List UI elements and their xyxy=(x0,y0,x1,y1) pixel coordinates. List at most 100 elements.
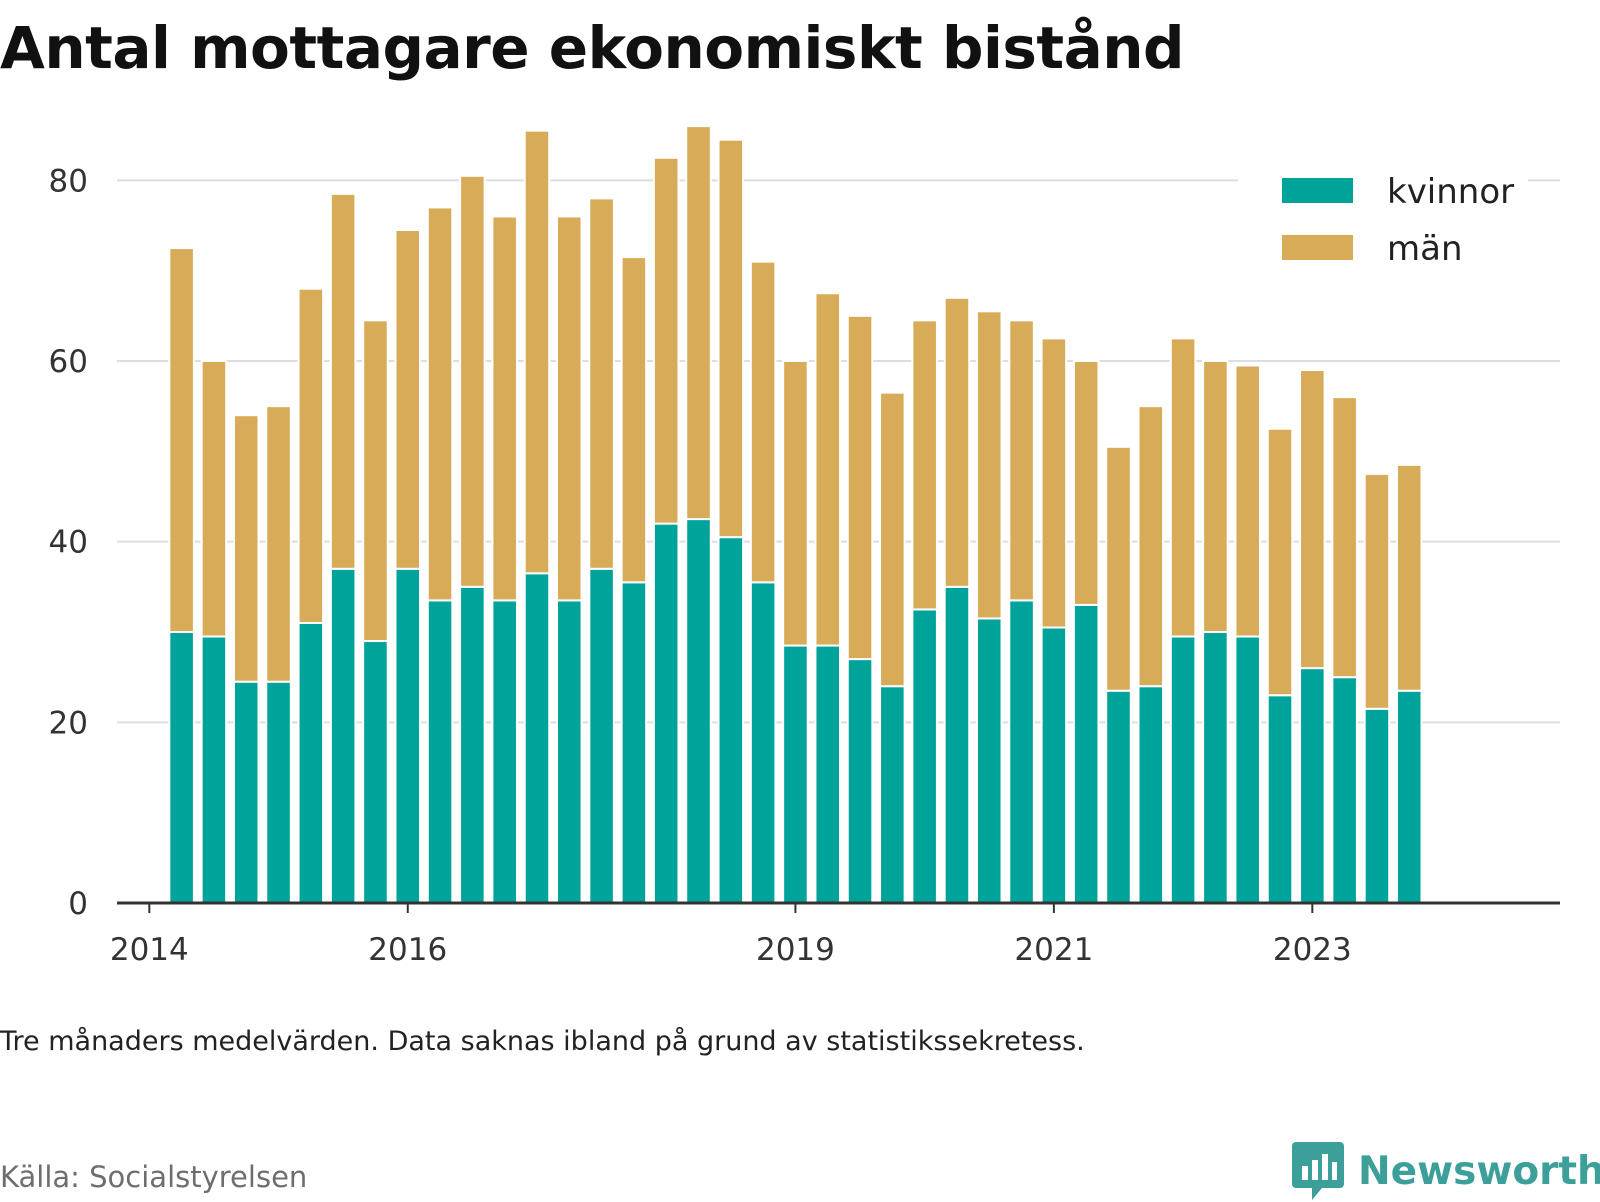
y-tick-label: 40 xyxy=(49,525,88,561)
bar-man xyxy=(1331,396,1358,679)
bar-man xyxy=(1137,405,1165,688)
bar-man xyxy=(685,125,712,521)
bar-man xyxy=(1105,445,1132,692)
bar-man xyxy=(232,414,260,683)
bar-kvinnor xyxy=(1266,694,1294,904)
bar-man xyxy=(200,360,228,638)
bar-kvinnor xyxy=(523,572,551,904)
bar-man xyxy=(1395,463,1423,692)
y-tick-label: 0 xyxy=(68,886,88,922)
bar-kvinnor xyxy=(1008,599,1035,905)
bar-kvinnor xyxy=(1137,685,1165,905)
bar-man xyxy=(265,405,292,683)
bar-man xyxy=(297,287,325,624)
bar-kvinnor xyxy=(1105,689,1132,905)
y-tick-label: 20 xyxy=(49,705,88,741)
x-tick-label: 2023 xyxy=(1273,932,1352,968)
legend-label-kvinnor: kvinnor xyxy=(1387,172,1514,212)
legend-label-man: män xyxy=(1387,229,1463,269)
bar-kvinnor xyxy=(749,581,777,904)
bar-kvinnor xyxy=(297,621,325,904)
bar-man xyxy=(1299,369,1326,670)
brand-logo: Newsworthy xyxy=(1292,1140,1600,1202)
source-credit: Källa: Socialstyrelsen xyxy=(0,1160,308,1194)
bar-kvinnor xyxy=(265,680,292,905)
bar-man xyxy=(717,138,745,539)
bar-man xyxy=(782,360,809,647)
brand-name: Newsworthy xyxy=(1358,1148,1600,1194)
bar-kvinnor xyxy=(459,585,486,904)
legend-background xyxy=(1238,154,1528,284)
bar-kvinnor xyxy=(620,581,648,904)
bar-kvinnor xyxy=(1299,667,1326,905)
bar-kvinnor xyxy=(329,567,357,904)
bar-kvinnor xyxy=(394,567,422,904)
legend-swatch-kvinnor xyxy=(1282,178,1353,203)
bar-kvinnor xyxy=(426,599,454,905)
y-tick-label: 80 xyxy=(49,163,88,199)
bar-man xyxy=(523,129,551,575)
bar-kvinnor xyxy=(1395,689,1423,905)
bar-kvinnor xyxy=(943,585,971,904)
bar-man xyxy=(749,260,777,584)
bar-kvinnor xyxy=(1234,635,1261,904)
bar-man xyxy=(588,197,615,570)
axes: 0 20 40 60 80 2014 2016 2019 2021 2023 xyxy=(49,163,1560,968)
bar-kvinnor xyxy=(717,536,745,905)
bar-man xyxy=(1266,427,1294,697)
bar-kvinnor xyxy=(168,631,195,904)
bar-man xyxy=(652,156,680,525)
bar-man xyxy=(1202,360,1229,633)
x-tick-label: 2019 xyxy=(756,932,835,968)
bar-kvinnor xyxy=(1169,635,1197,904)
bar-kvinnor xyxy=(846,658,874,904)
bar-kvinnor xyxy=(1202,631,1229,904)
legend: kvinnor män xyxy=(1238,154,1528,284)
bar-kvinnor xyxy=(1331,676,1358,905)
bar-kvinnor xyxy=(556,599,583,905)
bar-kvinnor xyxy=(1363,707,1391,904)
bar-man xyxy=(426,206,454,602)
bar-man xyxy=(1072,360,1100,606)
bar-kvinnor xyxy=(1040,626,1068,904)
bar-man xyxy=(1363,472,1391,710)
bar-man xyxy=(1234,364,1261,638)
bar-kvinnor xyxy=(814,644,842,904)
bar-man xyxy=(1169,337,1197,638)
chart-note: Tre månaders medelvärden. Data saknas ib… xyxy=(0,1026,1085,1057)
bar-kvinnor xyxy=(911,608,938,905)
bar-man xyxy=(459,174,486,588)
bar-man xyxy=(620,256,648,584)
bar-kvinnor xyxy=(685,518,712,904)
bar-man xyxy=(814,292,842,647)
bars xyxy=(168,125,1423,905)
bar-kvinnor xyxy=(1072,603,1100,905)
newsworthy-logo-icon xyxy=(1292,1142,1344,1200)
bar-kvinnor xyxy=(782,644,809,904)
bar-man xyxy=(491,215,518,602)
x-tick-label: 2021 xyxy=(1014,932,1093,968)
bar-man xyxy=(168,247,195,633)
x-tick-label: 2016 xyxy=(368,932,447,968)
bar-kvinnor xyxy=(491,599,518,905)
y-tick-label: 60 xyxy=(49,344,88,380)
bar-man xyxy=(1008,319,1035,602)
bar-man xyxy=(1040,337,1068,629)
chart-title: Antal mottagare ekonomiskt bistånd xyxy=(0,14,1185,82)
bar-man xyxy=(975,310,1003,620)
bar-kvinnor xyxy=(362,640,389,904)
stacked-bar-chart: 0 20 40 60 80 2014 2016 2019 2021 2023 kvinnor mä… xyxy=(49,125,1560,968)
bar-man xyxy=(879,391,906,688)
bar-man xyxy=(943,296,971,588)
bar-kvinnor xyxy=(200,635,228,904)
bar-kvinnor xyxy=(975,617,1003,904)
bar-man xyxy=(329,192,357,570)
bar-man xyxy=(362,319,389,643)
bar-man xyxy=(556,215,583,602)
bar-kvinnor xyxy=(879,685,906,905)
bar-kvinnor xyxy=(652,522,680,904)
bar-man xyxy=(846,314,874,661)
x-tick-label: 2014 xyxy=(110,932,189,968)
legend-swatch-man xyxy=(1282,235,1353,260)
bar-man xyxy=(394,229,422,570)
